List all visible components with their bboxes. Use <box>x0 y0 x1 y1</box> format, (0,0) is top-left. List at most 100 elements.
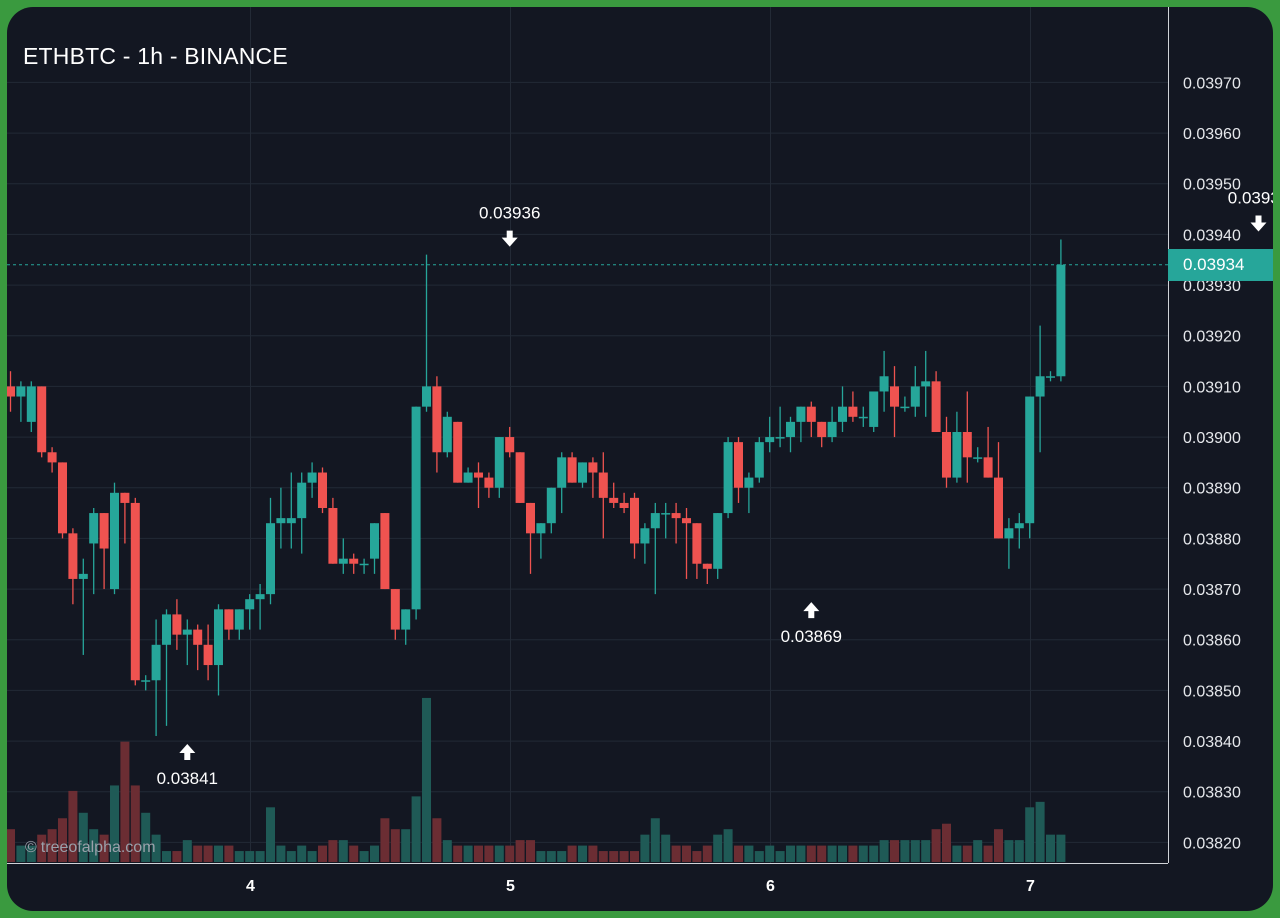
volume-bar <box>900 840 910 862</box>
candle-body <box>962 432 972 458</box>
x-tick-label: 4 <box>246 878 255 895</box>
candle-body <box>328 508 338 564</box>
y-tick-label: 0.03890 <box>1183 481 1241 498</box>
volume-bar <box>37 834 47 862</box>
volume-bar <box>890 840 899 862</box>
volume-bar <box>973 840 983 862</box>
volume-bar <box>47 829 57 862</box>
volume-bar <box>983 845 993 862</box>
volume-bar <box>411 796 421 862</box>
candle-body <box>983 457 993 478</box>
candle-body <box>869 391 879 427</box>
down-arrow-icon <box>1250 215 1267 232</box>
volume-bar <box>942 823 951 862</box>
candle-body <box>609 497 619 503</box>
candle-body <box>754 442 764 478</box>
candle-body <box>682 518 691 524</box>
volume-bar <box>848 845 858 862</box>
volume-bar <box>931 829 941 862</box>
candle-body <box>182 629 192 635</box>
y-tick-label: 0.03900 <box>1183 430 1241 447</box>
candle-body <box>723 442 733 514</box>
volume-bar <box>224 845 234 862</box>
volume-bar <box>1035 801 1045 862</box>
candle-body <box>68 533 78 579</box>
y-tick-label: 0.03870 <box>1183 582 1241 599</box>
volume-bar <box>567 845 577 862</box>
volume-bar <box>858 845 868 862</box>
volume-bar <box>234 851 244 862</box>
candle-body <box>120 492 130 503</box>
candle-body <box>598 472 608 498</box>
candle-body <box>994 477 1003 539</box>
volume-bar <box>7 829 15 862</box>
candle-body <box>99 513 109 549</box>
candle-body <box>734 442 743 488</box>
candle-body <box>359 563 369 566</box>
watermark-text: treeofalpha.com <box>40 839 156 856</box>
x-tick-label: 7 <box>1026 878 1035 895</box>
candle-body <box>89 513 99 544</box>
candle-body <box>1025 396 1035 524</box>
volume-bar <box>89 829 99 862</box>
volume-bar <box>588 845 598 862</box>
volume-bar <box>99 834 109 862</box>
volume-bar <box>151 834 161 862</box>
volume-bar <box>526 840 535 862</box>
volume-bar <box>110 785 119 862</box>
candle-body <box>380 513 390 590</box>
volume-bar <box>1056 834 1066 862</box>
volume-bars <box>7 697 1066 862</box>
up-arrow-icon <box>179 744 196 760</box>
candle-body <box>390 589 400 630</box>
candle-body <box>630 497 639 544</box>
y-tick-label: 0.03860 <box>1183 633 1241 650</box>
volume-bar <box>806 845 816 862</box>
candle-body <box>151 644 161 681</box>
candle-body <box>702 563 712 569</box>
candle-body <box>37 386 47 453</box>
candle-body <box>692 523 702 564</box>
last-price-tag: 0.03934 <box>1168 248 1273 281</box>
volume-bar <box>193 845 203 862</box>
candle-body <box>484 477 494 488</box>
candle-body <box>307 472 317 483</box>
candle-body <box>546 487 556 524</box>
volume-bar <box>338 840 348 862</box>
volume-bar <box>827 845 837 862</box>
volume-bar <box>921 840 931 862</box>
low-price-label: 0.03841 <box>157 769 218 788</box>
volume-bar <box>432 818 442 862</box>
copyright-symbol: © <box>25 839 37 856</box>
volume-bar <box>650 818 660 862</box>
y-tick-label: 0.03920 <box>1183 329 1241 346</box>
volume-bar <box>723 829 733 862</box>
volume-bar <box>1014 840 1024 862</box>
candle-body <box>1046 376 1055 378</box>
volume-bar <box>484 845 494 862</box>
volume-bar <box>494 845 504 862</box>
volume-bar <box>630 851 639 862</box>
candle-body <box>234 609 244 630</box>
volume-bar <box>380 818 390 862</box>
chart-title: ETHBTC - 1h - BINANCE <box>23 43 288 69</box>
volume-bar <box>546 851 556 862</box>
candle-body <box>536 523 546 534</box>
y-tick-label: 0.03960 <box>1183 126 1241 143</box>
volume-bar <box>120 741 130 862</box>
volume-bar <box>474 845 483 862</box>
volume-bar <box>297 845 307 862</box>
volume-bar <box>442 840 452 862</box>
volume-bar <box>214 845 223 862</box>
candle-body <box>172 614 182 635</box>
candle-body <box>765 437 775 443</box>
volume-bar <box>266 807 275 862</box>
volume-bar <box>994 829 1003 862</box>
candle-body <box>619 502 629 508</box>
volume-bar <box>619 851 629 862</box>
volume-bar <box>422 697 431 862</box>
candle-body <box>463 472 473 483</box>
candle-body <box>838 406 847 422</box>
